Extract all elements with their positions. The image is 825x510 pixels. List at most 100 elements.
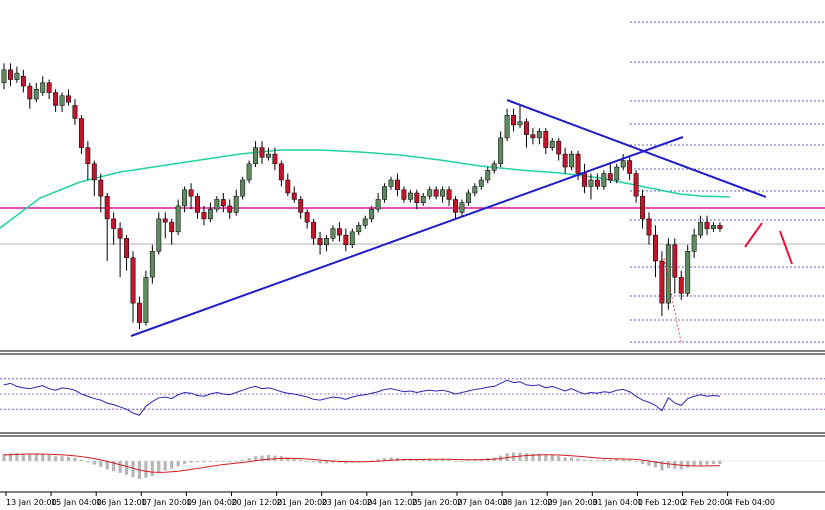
candle (227, 199, 233, 219)
candle-body-bullish (420, 195, 426, 203)
macd-histogram-bar (473, 459, 477, 461)
candle-body-bearish (607, 173, 613, 181)
candle-body-bearish (46, 82, 52, 93)
candle-body-bullish (536, 131, 542, 139)
candle-body-bullish (440, 189, 446, 197)
candle (388, 176, 394, 190)
macd-histogram-bar (247, 458, 251, 461)
macd-histogram-bar (79, 459, 83, 461)
macd-histogram-bar (460, 461, 464, 462)
macd-histogram-bar (118, 461, 122, 473)
candle-body-bearish (188, 189, 194, 197)
candle (646, 212, 652, 245)
x-tick-label: 25 Jan 20:00 (412, 498, 463, 507)
macd-histogram-bar (318, 461, 322, 464)
candle-body-bearish (530, 134, 536, 139)
candle (117, 222, 123, 278)
candle (594, 173, 600, 190)
macd-histogram-bar (421, 459, 425, 461)
macd-histogram-bar (221, 461, 225, 462)
candle (491, 160, 497, 174)
candle-body-bearish (556, 140, 562, 155)
macd-histogram-bar (615, 459, 619, 461)
candle-body-bullish (369, 208, 375, 220)
candle (382, 183, 388, 203)
candle-body-bullish (182, 189, 188, 207)
candle (420, 192, 426, 206)
candle (298, 196, 304, 219)
candle (40, 76, 46, 96)
candle (395, 173, 400, 197)
candle (201, 205, 207, 226)
candle (259, 141, 265, 164)
candle-body-bullish (253, 147, 259, 165)
candle (311, 218, 317, 245)
macd-histogram-bar (524, 453, 529, 461)
candle (207, 202, 213, 223)
macd-histogram-bar (47, 455, 51, 461)
macd-histogram-bar (550, 455, 554, 461)
candle (278, 160, 284, 187)
candle-body-bearish (130, 257, 136, 304)
macd-histogram-bar (305, 461, 309, 462)
macd-histogram-bar (60, 456, 64, 461)
macd-histogram-bar (73, 458, 77, 461)
candle (240, 176, 246, 200)
macd-histogram-bar (260, 455, 264, 461)
candle-body-bearish (672, 244, 678, 278)
x-tick-label: 15 Jan 04:00 (51, 498, 102, 507)
candle (195, 192, 200, 219)
candle-body-bullish (388, 179, 394, 187)
candle-body-bullish (266, 153, 271, 158)
candle-body-bearish (8, 69, 13, 80)
rsi-line (3, 379, 721, 416)
candle (27, 82, 33, 109)
candle-body-bearish (104, 195, 110, 220)
macd-histogram-bar (537, 453, 541, 461)
candle (59, 92, 65, 112)
candle-body-bearish (291, 192, 297, 200)
candle-body-bullish (614, 166, 620, 181)
candle (98, 173, 104, 213)
candle (33, 82, 39, 103)
macd-histogram-bar (666, 461, 670, 469)
candle-body-bearish (659, 260, 665, 304)
candle (672, 238, 678, 294)
moving-average-line (0, 149, 731, 229)
candle-body-bearish (220, 199, 226, 207)
candle-body-bearish (27, 85, 33, 100)
x-tick-label: 28 Jan 12:00 (502, 498, 553, 507)
candle (78, 115, 84, 155)
candle-body-bullish (1, 69, 7, 84)
candle (446, 186, 452, 206)
candle-body-bearish (20, 76, 26, 87)
candle-body-bullish (207, 208, 213, 220)
candle (375, 192, 381, 213)
candle (711, 222, 716, 232)
candle-body-bullish (324, 238, 329, 246)
candle-body-bearish (201, 212, 207, 220)
candle-body-bearish (562, 153, 568, 168)
candle (253, 141, 259, 168)
candle-body-bearish (259, 147, 265, 158)
macd-histogram-bar (92, 461, 96, 465)
macd-histogram-bar (686, 461, 690, 468)
macd-histogram-bar (466, 460, 470, 462)
macd-signal-line (3, 453, 720, 473)
macd-histogram-bar (189, 461, 193, 463)
macd-histogram-bar (112, 461, 116, 472)
macd-histogram-bar (86, 461, 90, 463)
candle-body-bullish (214, 199, 220, 210)
candle (246, 160, 252, 184)
candle (440, 186, 446, 203)
candle-body-bearish (304, 212, 310, 223)
candle-body-bullish (665, 244, 671, 304)
x-tick-label: 20 Jan 12:00 (232, 498, 283, 507)
candle-body-bearish (78, 118, 84, 148)
candle-body-bearish (678, 276, 684, 294)
candle (478, 176, 484, 190)
candle-body-bearish (227, 205, 233, 213)
candle-body-bullish (375, 199, 381, 210)
candle-body-bullish (59, 95, 65, 106)
